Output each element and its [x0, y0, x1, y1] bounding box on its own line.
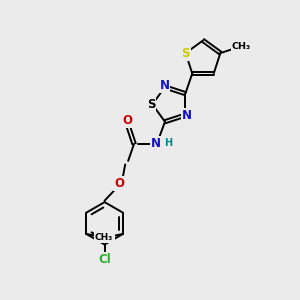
Text: CH₃: CH₃	[95, 233, 113, 242]
Text: N: N	[151, 137, 161, 150]
Text: N: N	[159, 79, 170, 92]
Text: Cl: Cl	[98, 253, 111, 266]
Text: H: H	[164, 138, 172, 148]
Text: CH₃: CH₃	[96, 233, 114, 242]
Text: O: O	[123, 114, 133, 127]
Text: S: S	[147, 98, 155, 111]
Text: CH₃: CH₃	[232, 42, 250, 51]
Text: O: O	[114, 177, 124, 190]
Text: N: N	[182, 109, 192, 122]
Text: S: S	[182, 46, 190, 60]
